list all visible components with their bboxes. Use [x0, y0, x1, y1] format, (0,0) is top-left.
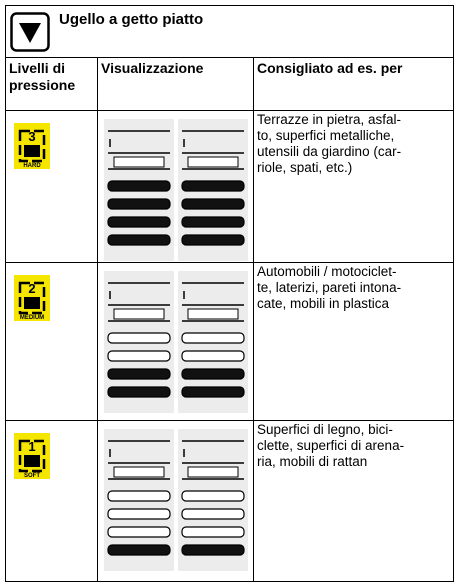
pressure-bar — [107, 368, 171, 380]
level-icon: 1 SOFT — [14, 433, 50, 479]
column-header: Livelli di pressione — [5, 57, 98, 111]
pressure-bar — [181, 198, 245, 210]
display-lines — [108, 282, 170, 322]
display-box — [187, 466, 239, 478]
pressure-bar — [107, 526, 171, 538]
display-image — [104, 429, 174, 571]
icon-symbol — [24, 455, 40, 467]
pressure-bar — [181, 544, 245, 556]
text-line: to, superfici metalliche, — [257, 128, 395, 143]
level-label: MEDIUM — [20, 315, 44, 321]
display-image — [178, 429, 248, 571]
display-cell — [97, 262, 254, 421]
icon-frame — [18, 281, 46, 315]
text-line: utensili da giardino (car- — [257, 144, 402, 159]
level-icon: 3 HARD — [14, 123, 50, 169]
display-lines — [182, 130, 244, 170]
level-number: 3 — [28, 129, 35, 144]
display-lines — [182, 440, 244, 480]
pressure-bar — [107, 198, 171, 210]
pressure-bar — [107, 180, 171, 192]
display-image — [178, 271, 248, 413]
level-number: 1 — [28, 439, 35, 454]
display-box — [113, 466, 165, 478]
level-icon: 2 MEDIUM — [14, 275, 50, 321]
level-cell: 3 HARD — [5, 110, 98, 263]
display-box — [187, 156, 239, 168]
display-cell — [97, 110, 254, 263]
display-image — [104, 119, 174, 261]
text-cell: Automobili / motociclet-te, laterizi, pa… — [253, 262, 454, 421]
icon-frame — [18, 129, 46, 163]
text-line: te, laterizi, pareti intona- — [257, 280, 402, 295]
pressure-bar — [181, 368, 245, 380]
text-line: riole, spati, etc.) — [257, 160, 353, 175]
display-lines — [108, 440, 170, 480]
display-lines — [108, 130, 170, 170]
display-box — [113, 156, 165, 168]
pressure-bar — [181, 508, 245, 520]
level-label: SOFT — [24, 473, 40, 479]
display-image — [178, 119, 248, 261]
level-cell: 1 SOFT — [5, 420, 98, 582]
text-line: Terrazze in pietra, asfal- — [257, 112, 402, 127]
display-lines — [182, 282, 244, 322]
level-label: HARD — [23, 163, 41, 169]
text-line: Automobili / motociclet- — [257, 264, 397, 279]
title-row: Ugello a getto piatto — [5, 5, 454, 58]
icon-symbol — [24, 297, 40, 309]
display-box — [187, 308, 239, 320]
display-box — [113, 308, 165, 320]
pressure-bar — [107, 508, 171, 520]
pressure-bar — [107, 234, 171, 246]
pressure-bar — [107, 544, 171, 556]
pressure-bar — [181, 180, 245, 192]
pressure-bar — [107, 350, 171, 362]
pressure-bar — [181, 526, 245, 538]
display-cell — [97, 420, 254, 582]
pressure-bar — [181, 332, 245, 344]
text-line: clette, superfici di arena- — [257, 438, 405, 453]
pressure-bar — [181, 350, 245, 362]
title: Ugello a getto piatto — [59, 11, 204, 28]
pressure-bar — [107, 332, 171, 344]
nozzle-icon — [10, 12, 50, 52]
text-line: cate, mobili in plastica — [257, 296, 390, 311]
text-line: ria, mobili di rattan — [257, 454, 368, 469]
column-header: Consigliato ad es. per — [253, 57, 454, 111]
display-image — [104, 271, 174, 413]
level-cell: 2 MEDIUM — [5, 262, 98, 421]
icon-symbol — [24, 145, 40, 157]
text-cell: Superfici di legno, bici-clette, superfi… — [253, 420, 454, 582]
pressure-bar — [181, 216, 245, 228]
pressure-bar — [107, 490, 171, 502]
pressure-bar — [181, 386, 245, 398]
text-cell: Terrazze in pietra, asfal-to, superfici … — [253, 110, 454, 263]
text-line: Superfici di legno, bici- — [257, 422, 393, 437]
pressure-bar — [181, 234, 245, 246]
level-number: 2 — [28, 281, 35, 296]
column-header: Visualizzazione — [97, 57, 254, 111]
pressure-bar — [107, 386, 171, 398]
pressure-bar — [181, 490, 245, 502]
pressure-bar — [107, 216, 171, 228]
icon-frame — [18, 439, 46, 473]
